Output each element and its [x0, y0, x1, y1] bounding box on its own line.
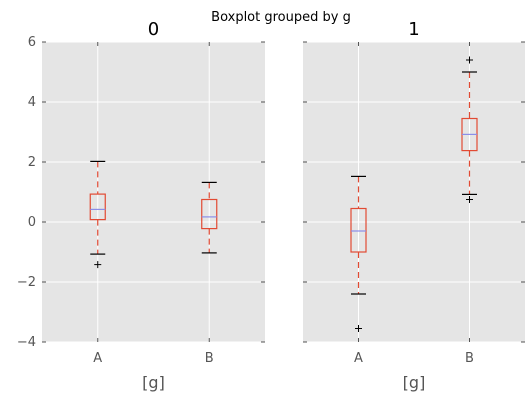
outlier-marker [466, 196, 473, 203]
x-tick-label: B [465, 351, 474, 366]
y-tick-label: −4 [17, 335, 36, 350]
iqr-box [201, 198, 218, 230]
panels-layer: −4 −2 0 2 4 6 A B 0 [g] A B 1 [g] [17, 19, 525, 392]
x-tick-label: B [205, 351, 214, 366]
x-tick-label: A [93, 351, 102, 366]
box-a [89, 160, 106, 269]
plot-background [303, 42, 525, 342]
panel-title: 1 [408, 19, 419, 40]
outlier-marker [355, 325, 362, 332]
y-tick-label: −2 [17, 275, 36, 290]
outlier-marker [94, 261, 102, 269]
panel-0: −4 −2 0 2 4 6 A B 0 [g] [17, 19, 265, 392]
y-tick-label: 0 [28, 215, 36, 230]
panel-1: A B 1 [g] [303, 19, 525, 392]
figure-suptitle: Boxplot grouped by g [211, 10, 351, 25]
iqr-box [89, 193, 106, 221]
x-axis-label: [g] [142, 373, 165, 392]
x-tick-label: A [354, 351, 363, 366]
y-tick-label: 2 [28, 155, 36, 170]
y-tick-label: 6 [28, 35, 36, 50]
outlier-marker [466, 56, 473, 64]
plot-background [42, 42, 265, 342]
y-tick-label: 4 [28, 95, 36, 110]
box-b [201, 181, 218, 254]
box-a [350, 175, 367, 332]
panel-title: 0 [148, 19, 159, 40]
iqr-box [350, 207, 367, 253]
box-b [461, 56, 478, 203]
x-axis-label: [g] [403, 373, 426, 392]
